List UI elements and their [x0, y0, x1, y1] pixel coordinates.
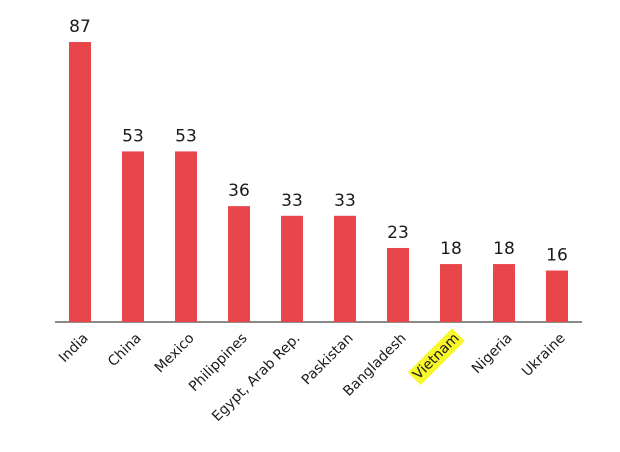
x-tick-label: China [105, 330, 145, 370]
x-tick-label: Egypt, Arab Rep. [209, 330, 303, 424]
category-label-group: Mexico [152, 330, 198, 376]
value-label: 33 [281, 191, 303, 211]
category-label-group: India [56, 330, 92, 366]
value-label: 18 [440, 239, 462, 259]
bar [228, 206, 250, 322]
category-label-group: Egypt, Arab Rep. [209, 330, 303, 424]
bar [175, 151, 197, 322]
bar [281, 215, 303, 322]
bar [69, 42, 91, 322]
x-tick-label: Vietnam [410, 330, 463, 383]
x-tick-label: India [56, 330, 92, 366]
category-label-group: Ukraine [519, 330, 569, 380]
category-label-group: China [105, 330, 145, 370]
category-label-group: Vietnam [407, 328, 465, 386]
bar [440, 264, 462, 322]
bar [493, 264, 515, 322]
x-tick-label: Mexico [152, 330, 198, 376]
value-label: 87 [69, 17, 91, 37]
value-label: 53 [122, 126, 144, 146]
bar [546, 270, 568, 322]
category-label-group: Nigeria [469, 330, 516, 377]
bar [334, 215, 356, 322]
x-tick-label: Ukraine [519, 330, 569, 380]
value-label: 36 [228, 181, 250, 201]
value-label: 53 [175, 126, 197, 146]
value-label: 18 [493, 239, 515, 259]
x-tick-label: Nigeria [469, 330, 516, 377]
value-label: 33 [334, 191, 356, 211]
highlight [407, 328, 465, 386]
bar [122, 151, 144, 322]
value-label: 16 [546, 246, 568, 266]
value-label: 23 [387, 223, 409, 243]
bar [387, 247, 409, 322]
